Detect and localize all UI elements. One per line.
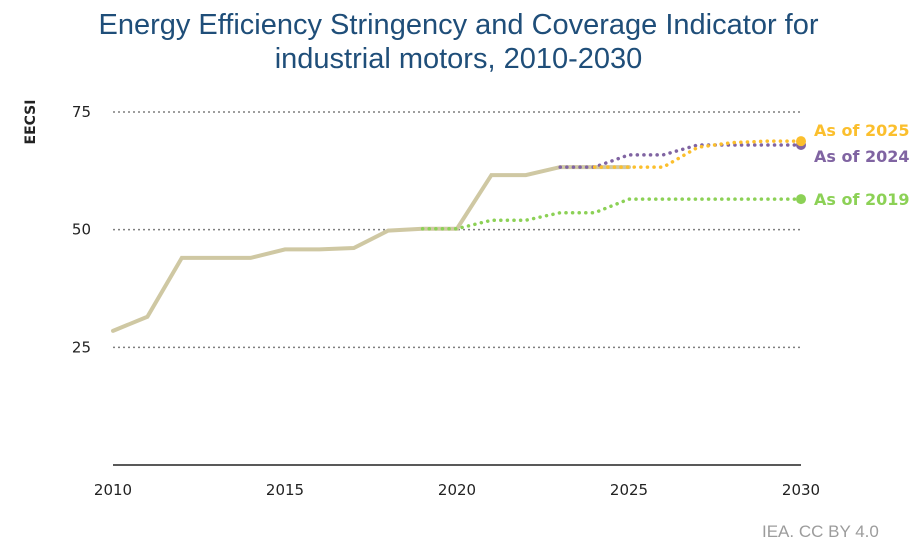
series-label-as-of-2025: As of 2025 — [814, 121, 910, 140]
chart-title: Energy Efficiency Stringency and Coverag… — [0, 8, 917, 76]
x-tick-label: 2030 — [782, 481, 820, 499]
series-line-actual — [111, 165, 631, 333]
series-endpoint-as-of-2025 — [796, 136, 806, 147]
series-line-as-of-2019 — [420, 197, 803, 231]
x-tick-label: 2010 — [94, 481, 132, 499]
y-tick-labels: 25 50 75 — [72, 103, 91, 356]
y-axis-label: EECSI — [23, 100, 39, 145]
series-label-as-of-2024: As of 2024 — [814, 147, 910, 166]
x-tick-label: 2015 — [266, 481, 304, 499]
series-line-as-of-2025 — [592, 139, 803, 169]
series-line-as-of-2024 — [558, 143, 803, 169]
series-endpoint-as-of-2019 — [796, 194, 806, 205]
y-tick-label: 25 — [72, 338, 91, 356]
y-tick-label: 75 — [72, 103, 91, 121]
x-tick-labels: 2010 2015 2020 2025 2030 — [94, 481, 820, 499]
x-tick-label: 2025 — [610, 481, 648, 499]
chart-title-line-1: Energy Efficiency Stringency and Coverag… — [98, 9, 819, 41]
credit-text: IEA. CC BY 4.0 — [762, 522, 879, 541]
series-label-as-of-2019: As of 2019 — [814, 190, 910, 209]
series-labels: As of 2019 As of 2024 As of 2025 — [814, 121, 910, 209]
x-tick-label: 2020 — [438, 481, 476, 499]
chart-title-line-2: industrial motors, 2010-2030 — [274, 43, 643, 75]
series-lines — [111, 136, 806, 333]
y-tick-label: 50 — [72, 221, 91, 239]
